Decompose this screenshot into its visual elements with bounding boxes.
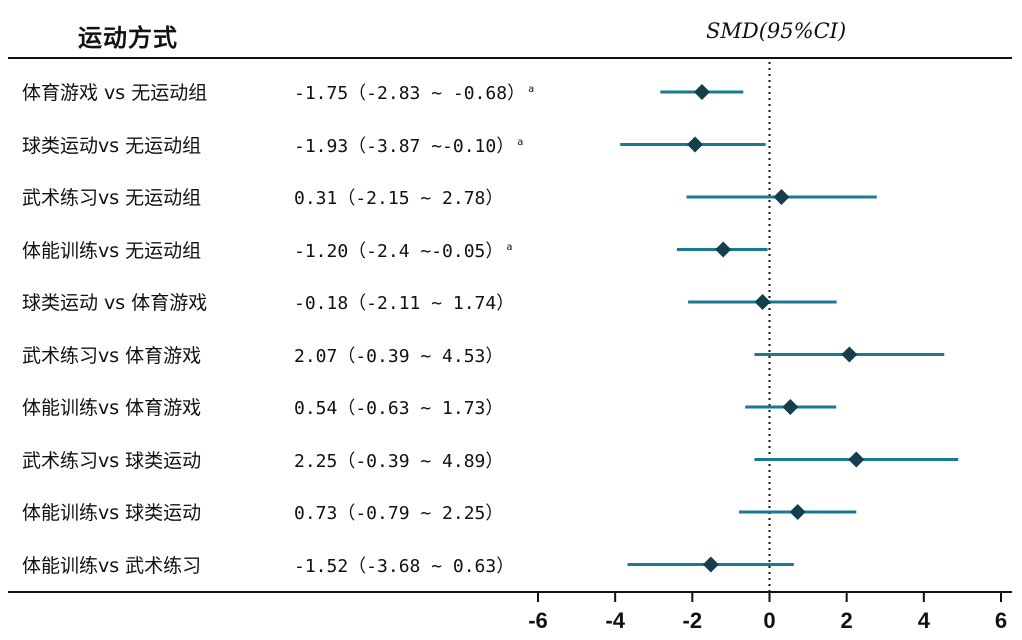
significance-marker: a [528,84,535,95]
x-tick-label: -2 [683,608,703,633]
row-comparison-label: 体能训练vs 武术练习 [22,554,202,577]
smd-ci-value: -1.75（-2.83 ~ -0.68） [294,83,526,104]
row-comparison-label: 球类运动 vs 体育游戏 [22,292,208,314]
smd-ci-value: -1.52（-3.68 ~ 0.63） [294,555,515,577]
smd-point-marker [693,84,710,100]
smd-point-marker [715,241,732,258]
smd-point-marker [687,136,704,153]
row-smd-ci-text: -0.18（-2.11 ~ 1.74） [294,289,514,315]
method-column-header: 运动方式 [78,24,178,52]
row-smd-ci-text: -1.52（-3.68 ~ 0.63） [294,552,514,578]
smd-column-header: SMD(95%CI) [706,19,847,43]
row-comparison-label: 武术练习vs 球类运动 [22,449,202,472]
significance-marker: a [517,136,524,148]
row-comparison-label: 武术练习vs 无运动组 [22,187,202,209]
row-smd-ci-text: 0.73（-0.79 ~ 2.25） [294,499,503,525]
smd-ci-value: -0.18（-2.11 ~ 1.74） [294,293,515,314]
smd-point-marker [702,556,719,573]
smd-point-marker [773,189,790,205]
row-smd-ci-text: 2.25（-0.39 ~ 4.89） [294,447,503,473]
row-smd-ci-text: -1.75（-2.83 ~ -0.68） a [294,79,534,105]
smd-ci-value: 0.54（-0.63 ~ 1.73） [294,398,504,419]
x-tick-label: -4 [605,608,625,633]
smd-ci-value: -1.20（-2.4 ~-0.05） [294,240,504,262]
smd-ci-value: -1.93（-3.87 ~-0.10） [294,135,515,157]
x-tick-label: 2 [841,608,853,633]
row-smd-ci-text: 0.54（-0.63 ~ 1.73） [294,394,503,420]
x-axis-line [8,591,1012,593]
row-smd-ci-text: -1.20（-2.4 ~-0.05） a [294,237,512,263]
x-tick-label: 6 [995,608,1007,633]
smd-ci-value: 2.07（-0.39 ~ 4.53） [294,345,504,367]
smd-ci-value: 0.31（-2.15 ~ 2.78） [294,188,504,209]
top-rule [8,57,1012,59]
significance-marker: a [506,241,513,253]
row-comparison-label: 体育游戏 vs 无运动组 [22,82,208,104]
smd-point-marker [754,294,771,310]
smd-point-marker [848,451,865,468]
smd-point-marker [841,346,858,363]
smd-ci-value: 2.25（-0.39 ~ 4.89） [294,450,504,472]
row-comparison-label: 体能训练vs 球类运动 [22,502,202,524]
row-comparison-label: 体能训练vs 体育游戏 [22,397,202,419]
smd-point-marker [789,504,806,520]
x-tick-label: -6 [528,608,548,633]
smd-ci-value: 0.73（-0.79 ~ 2.25） [294,503,504,524]
x-tick-label: 4 [918,608,931,633]
row-smd-ci-text: -1.93（-3.87 ~-0.10） a [294,132,523,158]
smd-point-marker [782,399,799,415]
row-comparison-label: 武术练习vs 体育游戏 [22,344,202,367]
row-comparison-label: 球类运动vs 无运动组 [22,134,202,157]
row-smd-ci-text: 0.31（-2.15 ~ 2.78） [294,184,503,210]
row-comparison-label: 体能训练vs 无运动组 [22,239,202,262]
x-tick-label: 0 [763,608,775,633]
row-smd-ci-text: 2.07（-0.39 ~ 4.53） [294,342,503,368]
